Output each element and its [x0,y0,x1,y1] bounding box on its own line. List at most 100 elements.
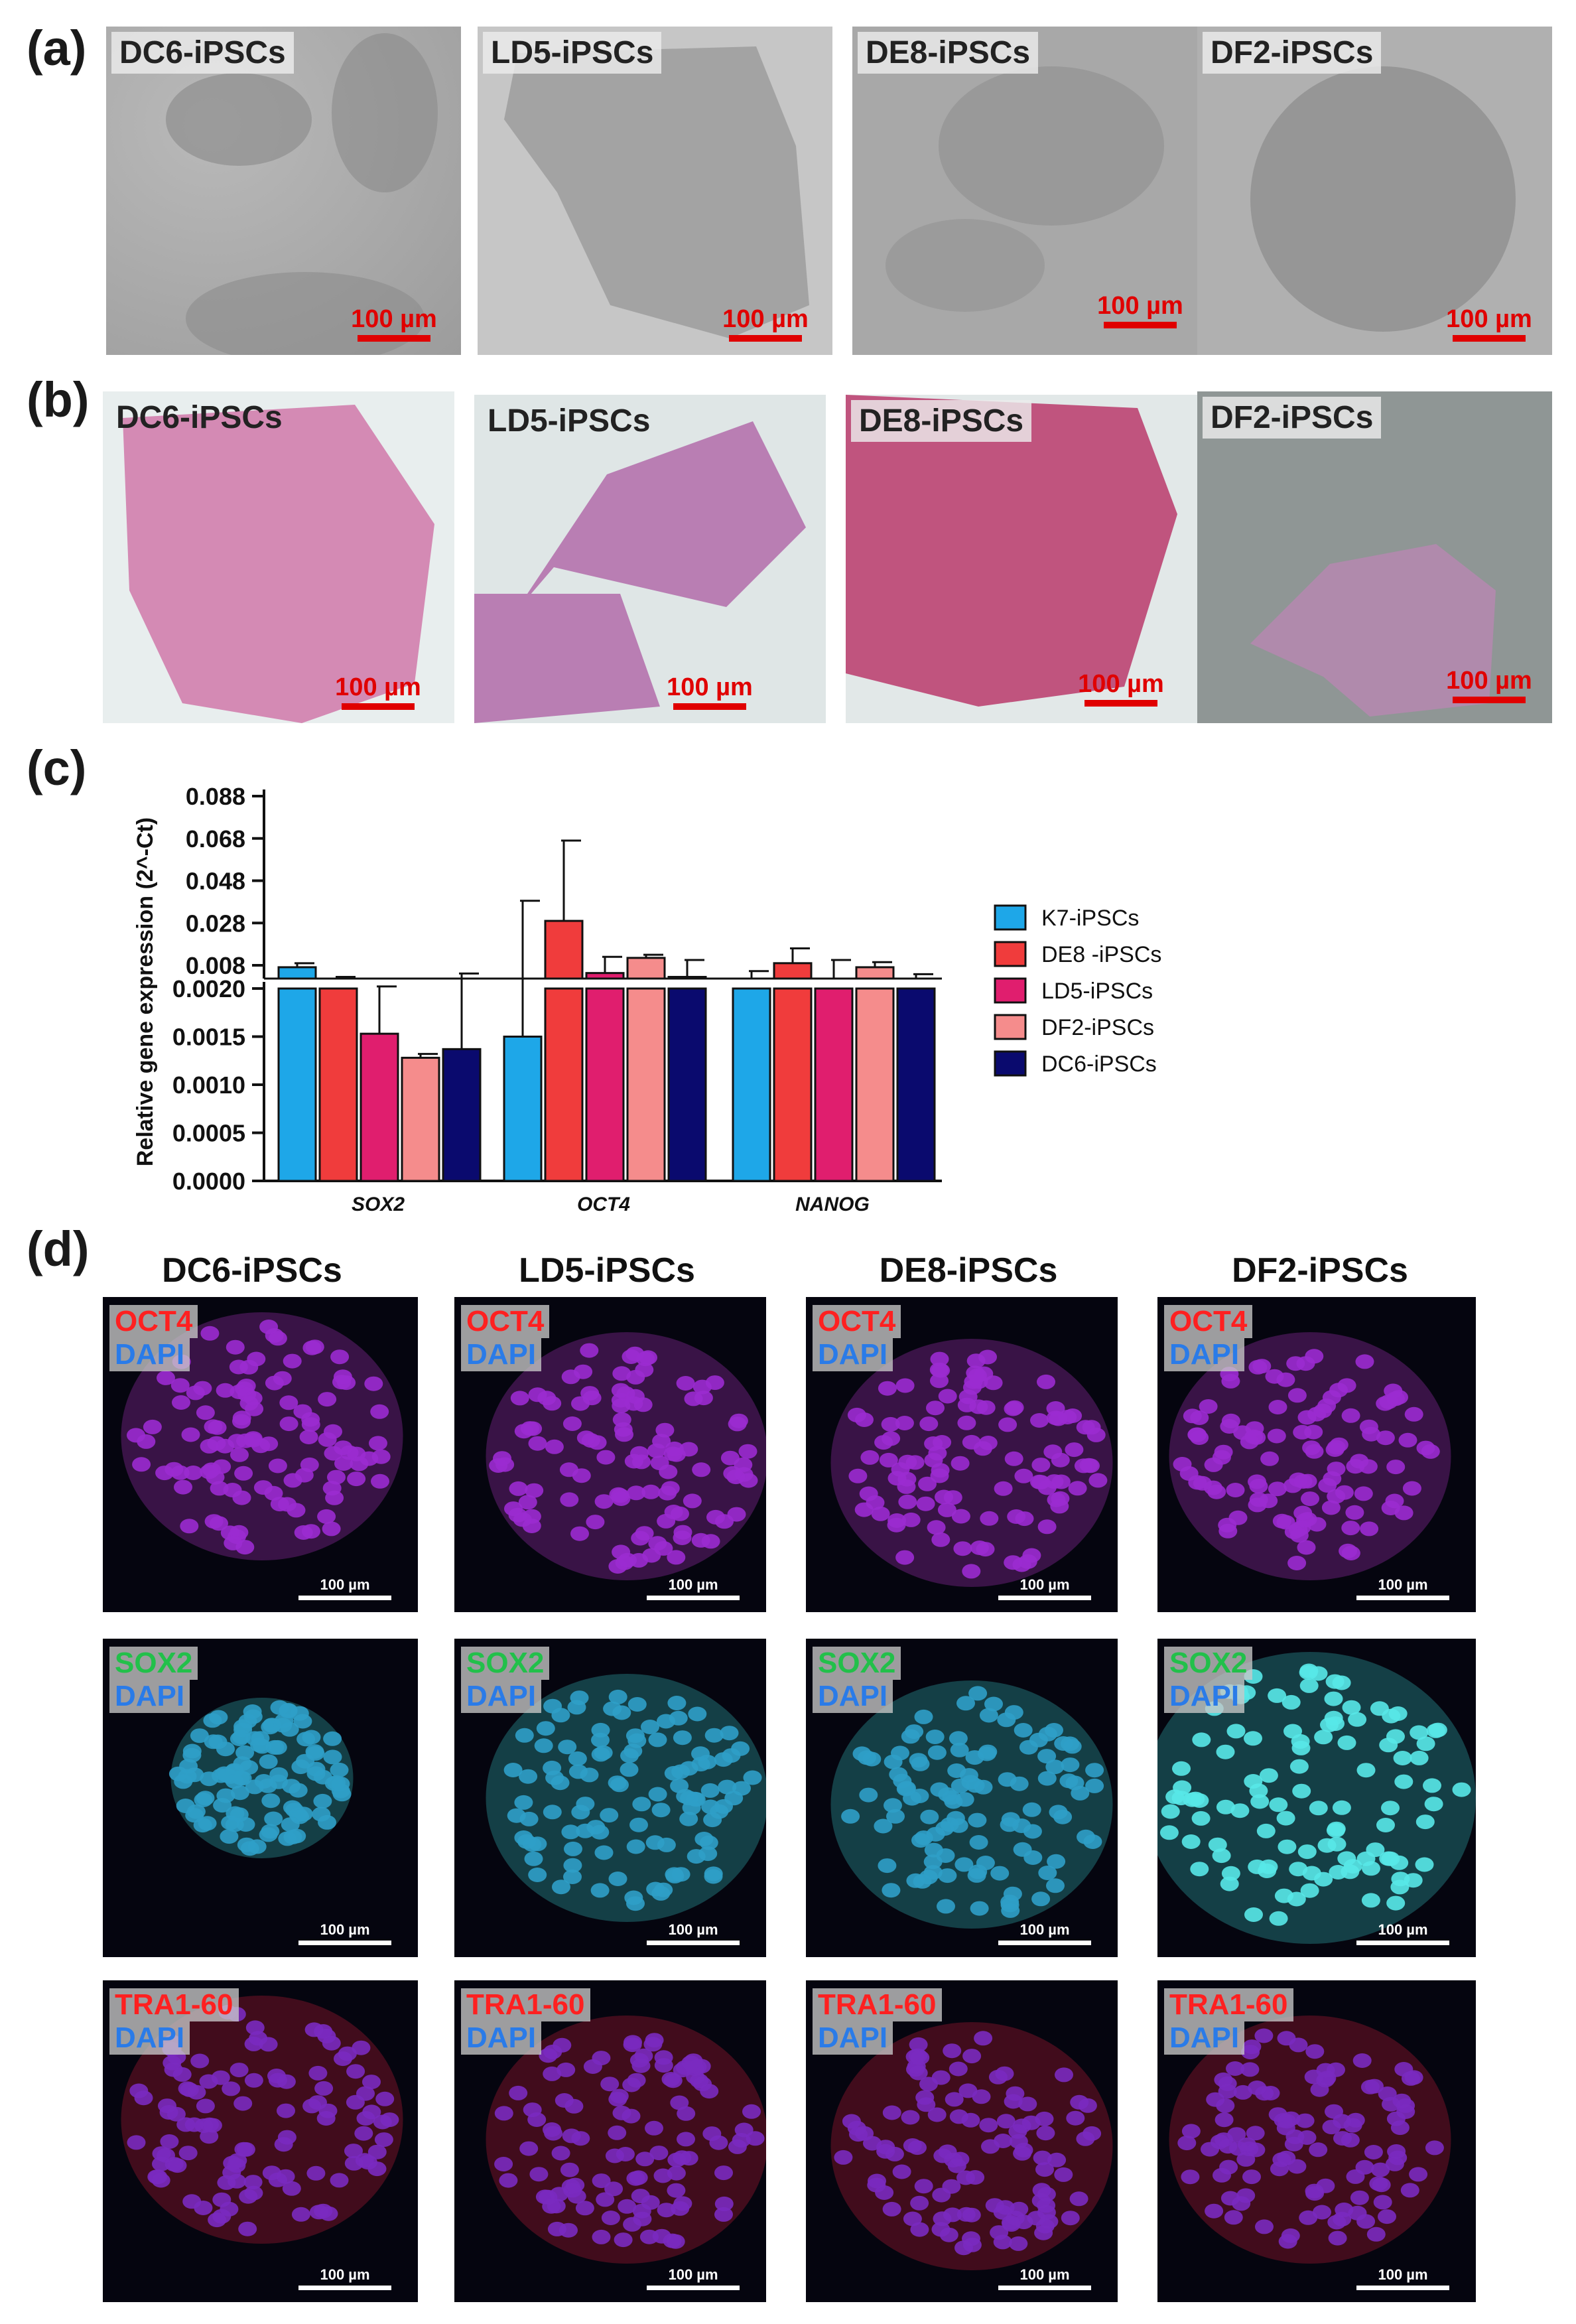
marker-label: TRA1-60 [109,1988,239,2022]
panel-label-a: (a) [27,21,87,76]
panel-label-d: (d) [27,1221,90,1276]
bar-upper-df2-ipscs-oct4 [626,957,666,980]
stain-label: TRA1-60 DAPI [1164,1988,1293,2055]
legend-label: LD5-iPSCs [1041,979,1153,1004]
bar-upper-ld5-ipscs-oct4 [585,972,625,980]
stain-label: SOX2 DAPI [813,1647,901,1714]
marker-label: SOX2 [109,1647,198,1680]
bar-k7-ipscs-nanog [732,987,771,1182]
marker-label: TRA1-60 [1164,1988,1293,2022]
cell-line-label: DE8-iPSCs [858,32,1039,74]
dapi-label: DAPI [461,1338,542,1372]
bar-k7-ipscs-oct4 [503,1036,543,1182]
scale-bar-label: 100 µm [320,1576,370,1593]
y-tick-label-upper: 0.048 [186,868,245,895]
legend-swatch [994,977,1027,1004]
dapi-label: DAPI [1164,2021,1245,2055]
fluorescence-image-sox2-ld5ipscs: SOX2 DAPI 100 µm [454,1639,766,1957]
brightfield-image-dc6: DC6-iPSCs 100 µm [106,27,461,355]
bar-ld5-ipscs-nanog [814,987,854,1182]
bar-upper-df2-ipscs-nanog [855,966,895,980]
scale-bar: 100 µm [647,1921,740,1945]
y-tick-label-lower: 0.0000 [172,1168,245,1195]
marker-label: SOX2 [461,1647,550,1680]
brightfield-image-df2: DF2-iPSCs 100 µm [1197,27,1552,355]
scale-bar: 100 µm [1433,305,1545,342]
stain-label: TRA1-60 DAPI [461,1988,590,2055]
dapi-label: DAPI [1164,1338,1245,1372]
cell-line-label: DE8-iPSCs [851,400,1032,442]
marker-label: SOX2 [1164,1647,1253,1680]
dapi-label: DAPI [461,1680,542,1714]
stain-label: SOX2 DAPI [109,1647,198,1714]
scale-bar: 100 µm [998,1921,1091,1945]
scale-bar-label: 100 µm [668,2266,718,2283]
marker-label: TRA1-60 [813,1988,942,2022]
legend-label: DF2-iPSCs [1041,1015,1154,1040]
fluorescence-image-sox2-de8ipscs: SOX2 DAPI 100 µm [806,1639,1118,1957]
fluorescence-image-oct4-de8ipscs: OCT4 DAPI 100 µm [806,1297,1118,1612]
scale-bar-label: 100 µm [668,1576,718,1593]
scale-bar-label: 100 µm [1378,2266,1428,2283]
marker-label: OCT4 [461,1305,550,1339]
scale-bar: 100 µm [298,2266,391,2290]
dapi-label: DAPI [461,2021,542,2055]
bar-df2-ipscs-oct4 [626,987,666,1182]
scale-bar-label: 100 µm [1378,1576,1428,1593]
bar-upper-dc6-ipscs-oct4 [667,976,707,980]
scale-bar-label: 100 µm [320,2266,370,2283]
bar-de8-ipscs-sox2 [318,987,358,1182]
y-tick-label-upper: 0.088 [186,783,245,810]
bar-dc6-ipscs-oct4 [667,987,707,1182]
scale-bar: 100 µm [1065,670,1177,707]
bar-k7-ipscs-sox2 [277,987,317,1182]
stain-label: SOX2 DAPI [1164,1647,1253,1714]
y-tick-label-lower: 0.0005 [172,1120,245,1147]
scale-bar: 100 µm [1433,667,1545,703]
stain-label: OCT4 DAPI [461,1305,550,1372]
bar-dc6-ipscs-nanog [896,987,936,1182]
dapi-label: DAPI [813,2021,893,2055]
cell-line-label: DC6-iPSCs [116,400,283,435]
panel-label-b: (b) [27,372,90,427]
legend-swatch [994,1014,1027,1040]
stain-label: OCT4 DAPI [109,1305,198,1372]
column-header-de8: DE8-iPSCs [879,1251,1058,1290]
scale-bar: 100 µm [1356,1921,1449,1945]
scale-bar: 100 µm [338,305,450,342]
scale-bar: 100 µm [298,1921,391,1945]
fluorescence-image-oct4-df2ipscs: OCT4 DAPI 100 µm [1157,1297,1476,1612]
cell-line-label: DC6-iPSCs [111,32,294,74]
cell-line-label: DF2-iPSCs [1203,32,1382,74]
scale-bar: 100 µm [998,1576,1091,1600]
bar-upper-k7-ipscs-sox2 [277,966,317,980]
bar-df2-ipscs-nanog [855,987,895,1182]
bar-dc6-ipscs-sox2 [442,1048,482,1182]
scale-bar-label: 100 µm [1378,1921,1428,1938]
scale-bar: 100 µm [653,673,766,710]
stain-label: SOX2 DAPI [461,1647,550,1714]
scale-bar: 100 µm [1084,292,1197,328]
dapi-label: DAPI [109,1338,190,1372]
y-tick-label-lower: 0.0010 [172,1071,245,1099]
bar-ld5-ipscs-oct4 [585,987,625,1182]
fluorescence-image-tra-de8ipscs: TRA1-60 DAPI 100 µm [806,1980,1118,2302]
scale-bar: 100 µm [298,1576,391,1600]
scale-bar: 100 µm [1356,2266,1449,2290]
legend-label: DC6-iPSCs [1041,1052,1157,1077]
brightfield-image-ld5: LD5-iPSCs 100 µm [478,27,832,355]
legend-swatch [994,941,1027,967]
dapi-label: DAPI [813,1338,893,1372]
ap-stain-image-dc6: DC6-iPSCs 100 µm [103,391,454,723]
scale-bar: 100 µm [709,305,822,342]
stain-label: TRA1-60 DAPI [813,1988,942,2055]
scale-bar: 100 µm [998,2266,1091,2290]
ap-stain-image-ld5: LD5-iPSCs 100 µm [474,395,826,723]
bar-ld5-ipscs-sox2 [360,1032,399,1182]
cell-line-label: LD5-iPSCs [488,403,651,439]
scale-bar-label: 100 µm [668,1921,718,1938]
fluorescence-image-oct4-ld5ipscs: OCT4 DAPI 100 µm [454,1297,766,1612]
y-tick-label-upper: 0.028 [186,910,245,937]
cell-line-label: DF2-iPSCs [1203,397,1382,439]
